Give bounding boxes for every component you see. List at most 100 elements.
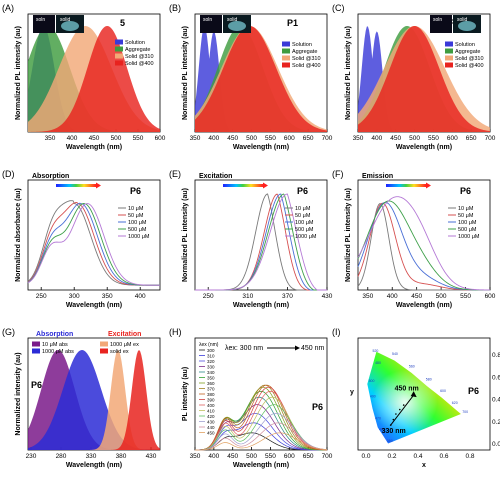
series-1000-m-abs (28, 350, 160, 450)
locus-label: 620 (452, 401, 458, 405)
series-solid-ex (28, 350, 160, 450)
panel-subtitle: Excitation (199, 173, 232, 180)
y-axis-label: Normalized absorbance (au) (15, 188, 22, 282)
inset-label: soln (203, 17, 212, 23)
panel-title: P6 (31, 380, 42, 390)
solid-glow (61, 21, 79, 31)
panel-label: (I) (332, 327, 341, 337)
cie-point (399, 408, 401, 411)
legend-swatch (100, 341, 108, 347)
x-tick-label: 400 (208, 453, 219, 460)
panel-b: (B) Normalized PL intensity (au) Wavelengt… (169, 3, 333, 151)
y-axis-label: Normalized PL intensity (au) (345, 188, 352, 282)
x-tick-label: 650 (466, 135, 477, 142)
legend-entry: 400 (207, 403, 215, 408)
locus-label: 520 (373, 349, 379, 353)
locus-label: 580 (426, 378, 432, 382)
y-tick-label: 0.0 (492, 441, 500, 448)
legend-swatch (32, 341, 40, 347)
locus-label: 500 (369, 379, 375, 383)
x-tick-label: 400 (135, 293, 146, 300)
x-tick-label: 230 (26, 453, 37, 460)
arrow-head (96, 182, 101, 189)
y-axis-label: Normalized PL intensity (au) (182, 26, 189, 120)
x-tick-label: 350 (362, 293, 373, 300)
legend-entry: 350 (207, 376, 215, 381)
locus-label: 490 (370, 394, 376, 398)
legend-entry: Solid @310 (125, 54, 154, 60)
plot-frame (27, 179, 161, 291)
x-tick-label: 500 (111, 135, 122, 142)
x-axis-label: Wavelength (nm) (233, 302, 289, 309)
x-axis-label: Wavelength (nm) (396, 302, 452, 309)
legend-swatch (100, 348, 108, 354)
x-tick-label: 350 (353, 135, 364, 142)
x-tick-label: 0.8 (465, 453, 474, 460)
y-tick-label: 0.2 (492, 419, 500, 426)
legend-entry: 10 μM (128, 206, 144, 212)
panel-label: (H) (169, 327, 182, 337)
panel-label: (B) (169, 3, 181, 13)
plot-frame (194, 179, 328, 291)
plot-frame (357, 337, 491, 451)
series-solid-400 (358, 26, 490, 132)
series-1000-um (357, 196, 491, 291)
legend-swatch (445, 62, 453, 68)
panel-g: (G) Normalized intensity (au) Wavelength (… (2, 327, 161, 469)
legend-swatch (445, 48, 453, 54)
legend-swatch (115, 53, 123, 59)
rainbow-arrow (386, 184, 426, 187)
x-tick-label: 550 (265, 135, 276, 142)
legend-swatch (282, 55, 290, 61)
legend-entry: 320 (207, 359, 215, 364)
series-ex-390 (194, 386, 328, 451)
panel-subtitle: Emission (362, 173, 393, 180)
x-tick-label: 600 (284, 453, 295, 460)
series-solid-400 (28, 26, 160, 132)
x-tick-label: 550 (460, 293, 471, 300)
locus-label: 560 (409, 364, 415, 368)
x-tick-label: 500 (409, 135, 420, 142)
panel-title: P6 (130, 186, 141, 196)
locus-label: 470 (375, 417, 381, 421)
inset-photo-soln (200, 15, 222, 33)
y-axis-label: Normalized PL intensity (au) (345, 26, 352, 120)
x-tick-label: 600 (284, 135, 295, 142)
y-axis-label: y (350, 389, 354, 396)
y-tick-label: 0.8 (492, 352, 500, 359)
x-tick-label: 600 (447, 135, 458, 142)
x-tick-label: 450 (227, 135, 238, 142)
legend-entry: 1000 μM (295, 234, 317, 240)
plot-frame (194, 337, 328, 451)
y-axis-label: Normalized intensity (au) (15, 352, 22, 435)
panel-subtitle: Absorption (32, 173, 69, 180)
legend-entry: 500 μM (458, 227, 477, 233)
x-tick-label: 250 (203, 293, 214, 300)
legend-entry: 500 μM (128, 227, 147, 233)
panel-i: (I) 0.0 0.2 0.4 0.6 0.8 0.0 0.2 0.4 0.6 0.8 x y 480 50… (332, 327, 500, 469)
panel-d: (D) Normalized absorbance (au) Wavelength … (2, 169, 161, 309)
legend-entry: 10 μM (295, 206, 311, 212)
series-1000-m-ex (28, 350, 160, 450)
panel-title: P1 (287, 18, 298, 28)
x-tick-label: 310 (242, 293, 253, 300)
series-ex-440 (194, 422, 328, 451)
panel-f: (F) Normalized PL intensity (au) Wavelengt… (332, 169, 496, 309)
legend-swatch (115, 60, 123, 66)
inset-photo-soln (430, 15, 452, 33)
x-tick-label: 370 (282, 293, 293, 300)
locus-label: 380 (387, 439, 393, 443)
legend-entry: 100 μM (295, 220, 314, 226)
legend-entry: 430 (207, 420, 215, 425)
inset-label: solid (227, 17, 238, 23)
inset-label: soln (36, 17, 45, 23)
legend-swatch (282, 48, 290, 54)
x-tick-label: 0.2 (387, 453, 396, 460)
legend-entry: Solid @310 (292, 56, 321, 62)
panel-label: (F) (332, 169, 344, 179)
x-tick-label: 350 (190, 135, 201, 142)
inset-label: solid (457, 17, 468, 23)
x-axis-label: Wavelength (nm) (66, 462, 122, 469)
panel-a: (A) Normalized PL intensity (au) Wavelengt… (2, 3, 166, 151)
arrow-end-label: 450 nm (301, 345, 325, 352)
